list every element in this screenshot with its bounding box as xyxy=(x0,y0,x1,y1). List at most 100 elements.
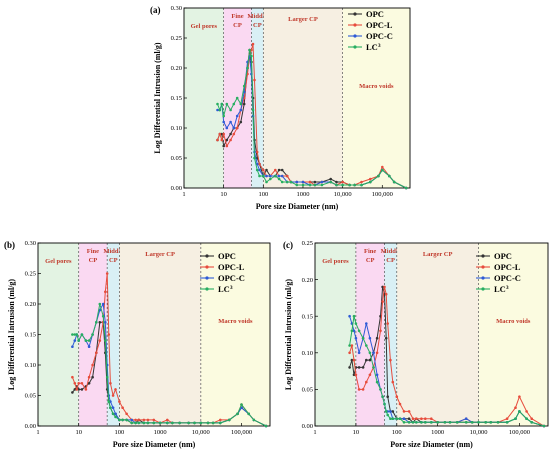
data-point xyxy=(404,186,408,190)
data-point xyxy=(489,421,493,424)
data-point xyxy=(235,114,239,118)
data-point xyxy=(222,132,225,136)
region-band xyxy=(342,8,410,188)
data-point xyxy=(114,412,117,416)
data-point xyxy=(518,395,521,399)
data-point xyxy=(265,168,268,172)
data-point xyxy=(91,333,94,336)
data-point xyxy=(389,358,392,362)
region-label: Larger CP xyxy=(423,251,453,258)
data-point xyxy=(289,180,293,184)
data-point xyxy=(285,174,289,178)
data-point xyxy=(369,177,372,181)
data-point xyxy=(71,345,74,349)
data-point xyxy=(381,285,384,289)
data-point xyxy=(152,418,156,422)
data-point xyxy=(368,351,372,355)
region-label: Larger CP xyxy=(145,251,175,258)
data-point xyxy=(118,418,121,422)
data-point xyxy=(402,417,406,421)
data-point xyxy=(125,412,128,416)
region-band xyxy=(184,8,224,188)
y-tick-label: 0.30 xyxy=(171,5,182,12)
data-point xyxy=(277,177,281,181)
data-point xyxy=(84,339,88,342)
region-band xyxy=(263,8,343,188)
data-point xyxy=(118,400,121,403)
data-point xyxy=(341,183,344,187)
data-point xyxy=(107,400,111,403)
data-point xyxy=(109,382,112,385)
data-point xyxy=(455,421,459,424)
data-point xyxy=(253,156,256,160)
data-point xyxy=(379,329,382,333)
legend-entry: OPC xyxy=(218,251,236,261)
data-point xyxy=(357,388,361,391)
data-point xyxy=(357,351,361,355)
region-label: Fine CP xyxy=(87,248,99,264)
data-point xyxy=(436,421,440,424)
data-point xyxy=(73,333,77,336)
data-point xyxy=(350,344,354,347)
data-point xyxy=(250,48,253,52)
data-point xyxy=(360,180,363,184)
data-point xyxy=(98,302,102,306)
data-point xyxy=(464,417,468,421)
data-point xyxy=(146,421,150,425)
data-point xyxy=(216,108,219,112)
data-point xyxy=(98,339,102,342)
legend-marker xyxy=(353,23,357,27)
y-tick-label: 0.25 xyxy=(302,240,313,247)
data-point xyxy=(407,421,411,424)
data-point xyxy=(386,322,390,325)
data-point xyxy=(239,108,243,112)
data-point xyxy=(73,339,77,342)
data-point xyxy=(146,418,150,422)
legend-marker xyxy=(205,287,209,291)
y-tick-label: 0.00 xyxy=(25,423,36,430)
data-point xyxy=(130,418,133,422)
y-tick-label: 0.25 xyxy=(25,271,36,278)
region-label: Middle CP xyxy=(381,248,401,264)
data-point xyxy=(250,54,253,58)
data-point xyxy=(248,48,251,52)
data-point xyxy=(121,406,124,410)
data-point xyxy=(353,183,356,187)
data-point xyxy=(232,132,236,136)
data-point xyxy=(104,290,107,294)
data-point xyxy=(514,417,517,421)
data-point xyxy=(381,300,384,303)
data-point xyxy=(242,102,246,106)
data-point xyxy=(375,380,379,384)
data-point xyxy=(383,402,386,406)
data-point xyxy=(265,180,268,184)
data-point xyxy=(357,329,361,333)
data-point xyxy=(329,177,333,181)
data-point xyxy=(229,138,232,142)
data-point xyxy=(274,174,277,178)
data-point xyxy=(505,417,509,421)
data-point xyxy=(77,382,80,385)
y-tick-label: 0.05 xyxy=(25,393,36,400)
data-point xyxy=(407,410,411,413)
data-point xyxy=(225,126,229,130)
data-point xyxy=(229,132,232,136)
data-point xyxy=(107,333,111,336)
panel-letter: (c) xyxy=(283,240,293,250)
data-point xyxy=(225,102,229,106)
data-point xyxy=(525,417,528,421)
data-point xyxy=(280,168,284,172)
region-band xyxy=(478,243,548,426)
data-point xyxy=(258,168,261,172)
data-point xyxy=(301,180,305,184)
data-point xyxy=(80,382,84,385)
data-point xyxy=(91,363,94,367)
data-point xyxy=(87,382,91,385)
data-point xyxy=(101,314,105,318)
y-tick-label: 0.15 xyxy=(171,95,182,102)
data-point xyxy=(73,382,77,385)
data-point xyxy=(218,132,222,136)
data-point xyxy=(295,180,299,184)
data-point xyxy=(381,165,384,169)
data-point xyxy=(354,336,358,340)
